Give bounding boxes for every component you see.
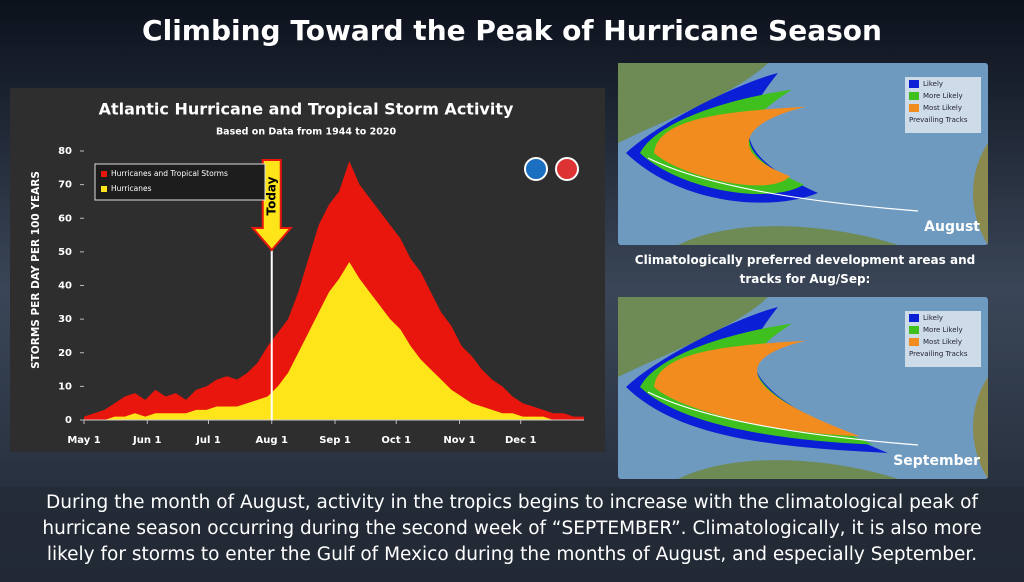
y-tick-label: 40 [58, 281, 72, 292]
y-tick-label: 50 [58, 247, 72, 258]
map-track [647, 391, 919, 446]
x-tick-label: Sep 1 [319, 435, 351, 446]
plot: 0 10 20 30 40 50 60 70 80 May 1 Jun 1 Jul 1 Aug 1 Sep… [58, 146, 584, 446]
legend-label: Hurricanes [111, 184, 152, 193]
y-axis-label: STORMS PER DAY PER 100 YEARS [30, 171, 42, 369]
map-legend-swatch [909, 92, 919, 100]
legend: Hurricanes and Tropical Storms Hurricanes [101, 169, 228, 193]
y-tick-label: 70 [58, 180, 72, 191]
area [84, 261, 584, 420]
x-tick-label: Aug 1 [256, 435, 288, 446]
x-tick-label: Dec 1 [505, 435, 536, 446]
today-label: Today [264, 176, 278, 215]
map-zone [654, 106, 806, 186]
nws-logo [555, 157, 579, 181]
map-land [678, 460, 898, 479]
map-zone [654, 340, 860, 437]
map-land [973, 143, 988, 245]
noaa-logo [524, 157, 548, 181]
x-tick-label: Jul 1 [195, 435, 221, 446]
legend-swatch [101, 171, 107, 177]
y-tick-label: 10 [58, 381, 72, 392]
y-tick-label: 80 [58, 146, 72, 157]
map-legend-label: More Likely [923, 92, 963, 100]
map-legend-label: Most Likely [923, 338, 962, 346]
page-title: Climbing Toward the Peak of Hurricane Se… [142, 14, 882, 47]
map-legend-label: Likely [923, 314, 943, 322]
today-arrow [250, 159, 293, 252]
chart-title: Atlantic Hurricane and Tropical Storm Ac… [99, 100, 514, 119]
legend-box [94, 163, 266, 201]
map-legend-label: Prevailing Tracks [909, 116, 968, 124]
x-tick-label: Nov 1 [443, 435, 475, 446]
chart-subtitle: Based on Data from 1944 to 2020 [216, 127, 397, 138]
map-land [618, 297, 768, 377]
x-tick-label: Jun 1 [132, 435, 161, 446]
map-label: August [924, 219, 980, 235]
map-legend-label: Likely [923, 80, 943, 88]
map-land [973, 377, 988, 479]
legend-label: Hurricanes and Tropical Storms [111, 169, 228, 178]
map-land [618, 63, 768, 143]
map-legend-label: More Likely [923, 326, 963, 334]
map-legend-swatch [909, 338, 919, 346]
caption-band [0, 487, 1024, 582]
map-legend-swatch [909, 326, 919, 334]
maps: Likely More Likely Most Likely Prevailing T… [618, 63, 988, 479]
x-tick-label: Oct 1 [381, 435, 411, 446]
y-tick-label: 30 [58, 314, 72, 325]
y-tick-label: 60 [58, 213, 72, 224]
caption: During the month of August, activity in … [42, 492, 982, 565]
map-land [678, 226, 898, 245]
y-tick-label: 20 [58, 348, 72, 359]
map-legend-label: Prevailing Tracks [909, 350, 968, 358]
y-tick-label: 0 [65, 415, 72, 426]
maps-caption: Climatologically preferred development a… [634, 253, 976, 286]
map-legend-swatch [909, 80, 919, 88]
map-label: September [893, 453, 980, 469]
map-legend-swatch [909, 314, 919, 322]
legend-swatch [101, 186, 107, 192]
map-track [647, 157, 919, 212]
map-legend-label: Most Likely [923, 104, 962, 112]
map-legend-swatch [909, 104, 919, 112]
x-tick-label: May 1 [67, 435, 100, 446]
